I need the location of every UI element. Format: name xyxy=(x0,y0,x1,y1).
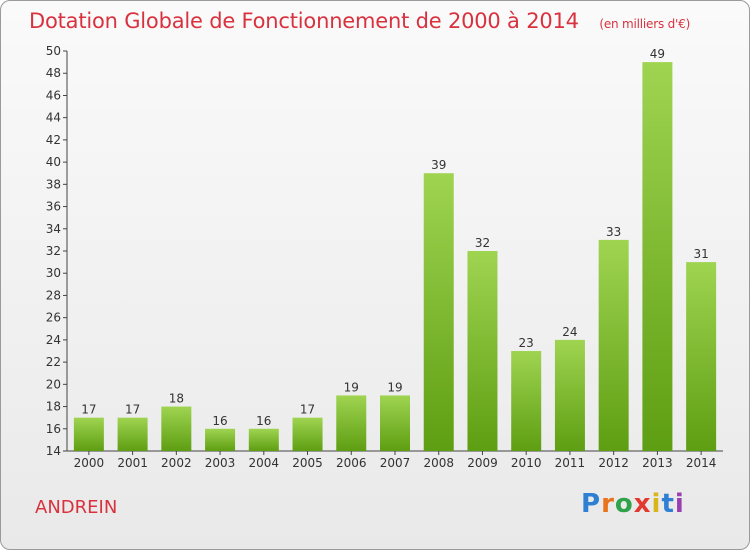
chart-title-text: Dotation Globale de Fonctionnement de 20… xyxy=(29,9,579,33)
data-label: 49 xyxy=(650,47,665,61)
data-label: 24 xyxy=(562,325,577,339)
data-label: 19 xyxy=(344,380,359,394)
x-tick-label: 2001 xyxy=(117,456,148,470)
logo-letter: x xyxy=(633,489,652,519)
y-tick-label: 26 xyxy=(46,311,61,325)
data-label: 31 xyxy=(693,247,708,261)
bar-2004 xyxy=(248,428,279,451)
data-label: 16 xyxy=(256,414,271,428)
x-tick-label: 2007 xyxy=(380,456,411,470)
x-tick-label: 2005 xyxy=(292,456,323,470)
logo-letter: P xyxy=(581,489,602,519)
y-tick-label: 22 xyxy=(46,355,61,369)
bar-2001 xyxy=(117,417,148,451)
y-tick-label: 28 xyxy=(46,288,61,302)
y-tick-label: 18 xyxy=(46,400,61,414)
bar-2011 xyxy=(554,339,585,451)
data-label: 19 xyxy=(387,380,402,394)
y-tick-label: 30 xyxy=(46,266,61,280)
bar-2006 xyxy=(336,395,367,451)
bar-2012 xyxy=(598,239,629,451)
y-tick-label: 38 xyxy=(46,177,61,191)
data-label: 23 xyxy=(519,336,534,350)
y-tick-label: 46 xyxy=(46,88,61,102)
bar-2000 xyxy=(73,417,104,451)
data-label: 17 xyxy=(81,403,96,417)
logo-letter: o xyxy=(614,489,634,519)
y-tick-label: 24 xyxy=(46,333,61,347)
bar-2010 xyxy=(511,351,542,451)
y-tick-label: 32 xyxy=(46,244,61,258)
logo-letter: i xyxy=(674,489,685,519)
chart-unit: (en milliers d'€) xyxy=(599,17,691,31)
data-label: 17 xyxy=(300,403,315,417)
commune-name: ANDREIN xyxy=(35,497,118,518)
data-label: 32 xyxy=(475,236,490,250)
bar-2008 xyxy=(423,173,454,451)
y-tick-label: 44 xyxy=(46,111,61,125)
x-tick-label: 2002 xyxy=(161,456,192,470)
logo-letter: i xyxy=(651,489,662,519)
bar-2013 xyxy=(642,62,673,451)
y-tick-label: 42 xyxy=(46,133,61,147)
data-label: 17 xyxy=(125,403,140,417)
chart-title: Dotation Globale de Fonctionnement de 20… xyxy=(29,9,690,33)
x-tick-label: 2011 xyxy=(555,456,586,470)
x-tick-label: 2003 xyxy=(205,456,236,470)
data-label: 16 xyxy=(212,414,227,428)
y-tick-label: 48 xyxy=(46,66,61,80)
bar-2003 xyxy=(205,428,236,451)
bar-2014 xyxy=(686,262,717,451)
data-label: 33 xyxy=(606,225,621,239)
y-tick-label: 36 xyxy=(46,200,61,214)
logo-letter: t xyxy=(661,489,675,519)
x-tick-label: 2012 xyxy=(598,456,629,470)
x-tick-label: 2004 xyxy=(249,456,280,470)
proxiti-logo[interactable]: Proxiti xyxy=(581,489,685,519)
bar-2005 xyxy=(292,417,323,451)
data-label: 18 xyxy=(169,392,184,406)
bar-2002 xyxy=(161,406,192,451)
x-tick-label: 2006 xyxy=(336,456,367,470)
y-tick-label: 34 xyxy=(46,222,61,236)
logo-letter: r xyxy=(601,489,615,519)
y-tick-label: 40 xyxy=(46,155,61,169)
y-tick-label: 14 xyxy=(46,444,61,458)
x-tick-label: 2009 xyxy=(467,456,498,470)
bar-2009 xyxy=(467,251,498,451)
data-label: 39 xyxy=(431,158,446,172)
y-tick-label: 16 xyxy=(46,422,61,436)
x-tick-label: 2010 xyxy=(511,456,542,470)
y-tick-label: 20 xyxy=(46,377,61,391)
x-tick-label: 2013 xyxy=(642,456,673,470)
bar-2007 xyxy=(380,395,410,451)
x-tick-label: 2000 xyxy=(74,456,105,470)
x-tick-label: 2008 xyxy=(423,456,454,470)
y-tick-label: 50 xyxy=(46,44,61,58)
x-tick-label: 2014 xyxy=(686,456,717,470)
